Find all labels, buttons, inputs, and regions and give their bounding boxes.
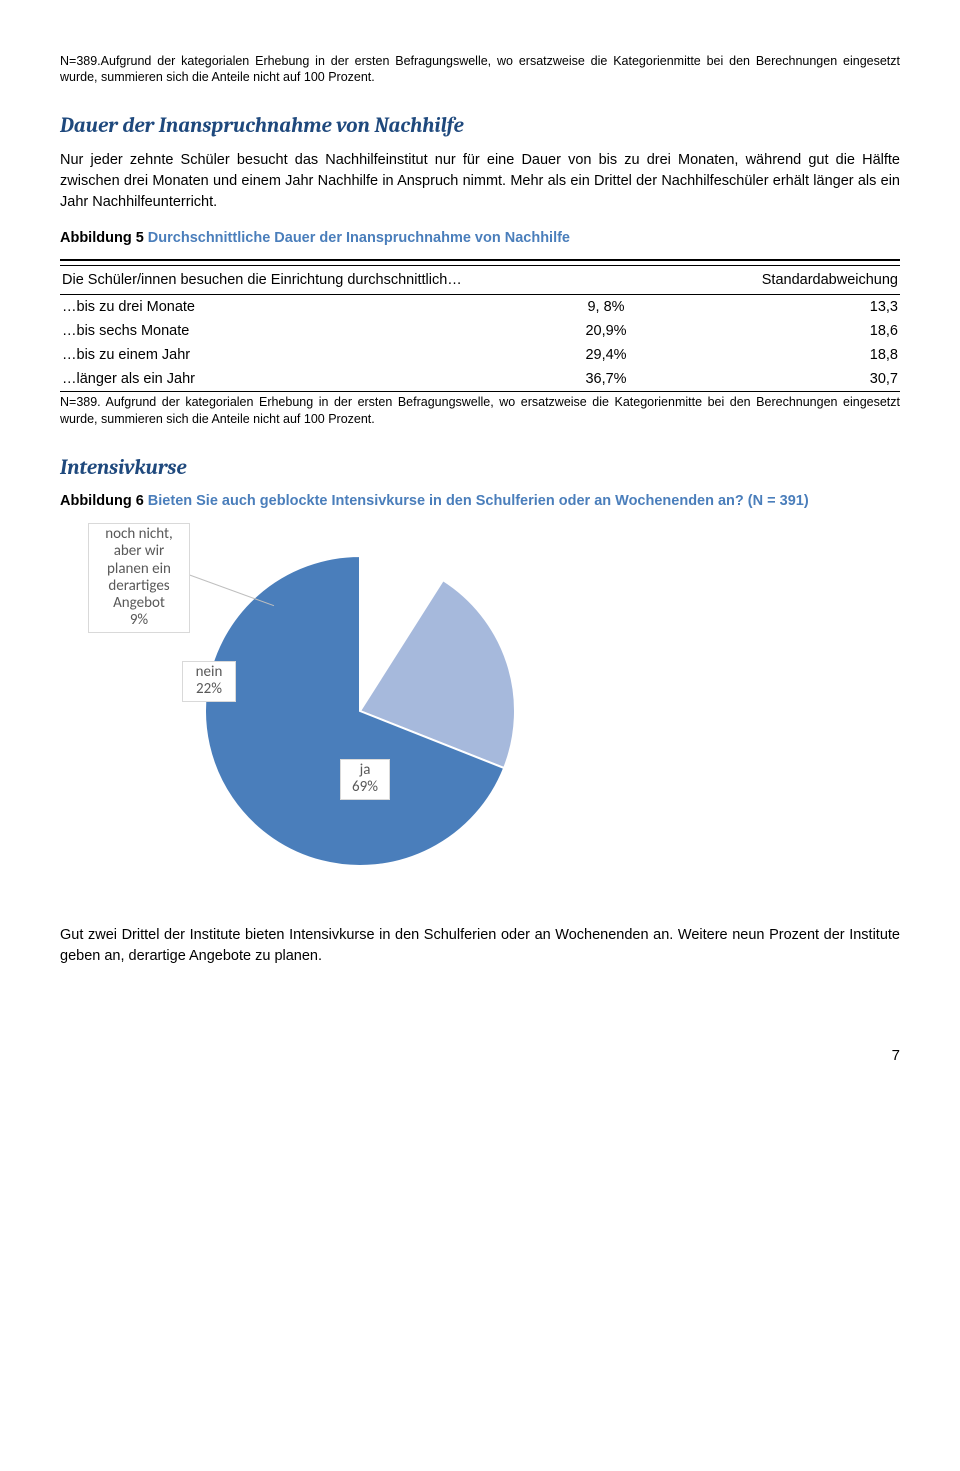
section-title-duration: Dauer der Inanspruchnahme von Nachhilfe xyxy=(60,114,900,138)
table-header-left: Die Schüler/innen besuchen die Einrichtu… xyxy=(60,265,682,294)
table-cell-label: …länger als ein Jahr xyxy=(60,367,530,392)
table-cell-label: …bis zu drei Monate xyxy=(60,294,530,319)
figure5-lead: Abbildung 5 xyxy=(60,230,144,246)
figure6-caption-text: Bieten Sie auch geblockte Intensivkurse … xyxy=(148,493,809,509)
table-header-right: Standardabweichung xyxy=(682,265,900,294)
section-body-duration: Nur jeder zehnte Schüler besucht das Nac… xyxy=(60,150,900,213)
table-cell-pct: 36,7% xyxy=(530,367,681,392)
page-number: 7 xyxy=(60,1047,900,1064)
pie-label-ja: ja69% xyxy=(340,759,390,800)
table-cell-sd: 18,8 xyxy=(682,343,900,367)
figure6-lead: Abbildung 6 xyxy=(60,493,144,509)
figure5-caption: Abbildung 5 Durchschnittliche Dauer der … xyxy=(60,229,900,249)
section-title-intensivkurse: Intensivkurse xyxy=(60,456,900,480)
page: N=389.Aufgrund der kategorialen Erhebung… xyxy=(0,0,960,1104)
pie-chart-intensivkurse: ja69% nein22% noch nicht,aber wirplanen ei… xyxy=(60,521,580,901)
table5: Die Schüler/innen besuchen die Einrichtu… xyxy=(60,265,900,392)
table-row: …länger als ein Jahr 36,7% 30,7 xyxy=(60,367,900,392)
section-body-intensivkurse: Gut zwei Drittel der Institute bieten In… xyxy=(60,925,900,967)
table-cell-sd: 30,7 xyxy=(682,367,900,392)
footnote-table5: N=389. Aufgrund der kategorialen Erhebun… xyxy=(60,394,900,428)
pie-label-plan: noch nicht,aber wirplanen einderartigesA… xyxy=(88,523,190,633)
table-row: …bis zu drei Monate 9, 8% 13,3 xyxy=(60,294,900,319)
table5-wrap: Die Schüler/innen besuchen die Einrichtu… xyxy=(60,259,900,392)
figure5-caption-text: Durchschnittliche Dauer der Inanspruchna… xyxy=(148,230,570,246)
table-cell-sd: 13,3 xyxy=(682,294,900,319)
table-cell-pct: 9, 8% xyxy=(530,294,681,319)
figure6-caption: Abbildung 6 Bieten Sie auch geblockte In… xyxy=(60,492,900,512)
table-cell-label: …bis zu einem Jahr xyxy=(60,343,530,367)
table-cell-pct: 29,4% xyxy=(530,343,681,367)
table-row: …bis zu einem Jahr 29,4% 18,8 xyxy=(60,343,900,367)
pie-label-nein: nein22% xyxy=(182,661,236,702)
table-cell-label: …bis sechs Monate xyxy=(60,319,530,343)
footnote-top: N=389.Aufgrund der kategorialen Erhebung… xyxy=(60,53,900,87)
table-cell-sd: 18,6 xyxy=(682,319,900,343)
table-row: …bis sechs Monate 20,9% 18,6 xyxy=(60,319,900,343)
table-cell-pct: 20,9% xyxy=(530,319,681,343)
table-header-row: Die Schüler/innen besuchen die Einrichtu… xyxy=(60,265,900,294)
